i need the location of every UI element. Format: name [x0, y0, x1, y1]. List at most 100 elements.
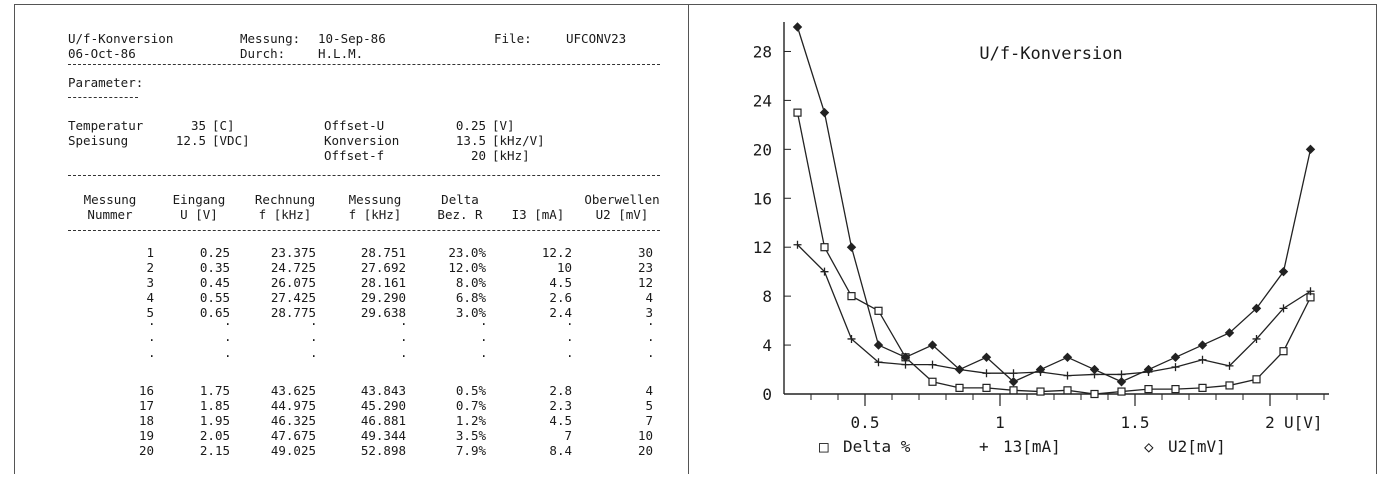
data-point-square — [982, 383, 991, 392]
table-cell: 43.843 — [360, 383, 406, 398]
data-point-square — [928, 377, 937, 386]
table-cell: 7 — [645, 413, 653, 428]
data-point-plus — [1225, 361, 1234, 370]
data-point-diamond — [1062, 352, 1073, 363]
data-point-diamond — [819, 107, 830, 118]
column-header: U [V] — [180, 207, 218, 222]
series-line-0 — [796, 112, 1312, 395]
series-line-2 — [796, 26, 1312, 383]
table-cell: 1.2% — [455, 413, 486, 428]
data-point-diamond — [1224, 328, 1235, 338]
param-unit: [C] — [212, 118, 235, 133]
table-cell: 7.9% — [455, 443, 486, 458]
ellipsis-dot: . — [400, 313, 408, 328]
data-point-square — [1225, 381, 1234, 390]
chart-canvas: 0 4 8 12 16 20 24 28 0.5 1 1.5 2 U[V] U/f-Konversion □… — [753, 22, 1329, 456]
legend-symbol: □ — [819, 437, 829, 456]
y-tick-label: 4 — [762, 336, 772, 355]
report-date: 06-Oct-86 — [68, 46, 136, 61]
separator-line — [68, 175, 660, 176]
table-cell: 7 — [564, 428, 572, 443]
column-header: U2 [mV] — [595, 207, 649, 222]
data-point-square — [874, 306, 883, 315]
param-value: 20 — [470, 148, 486, 163]
data-point-plus — [820, 267, 829, 276]
param-value: 35 — [190, 118, 206, 133]
table-cell: 3 — [146, 275, 154, 290]
legend-symbol: + — [979, 437, 989, 456]
table-cell: 26.075 — [270, 275, 316, 290]
param-unit: [kHz/V] — [492, 133, 545, 148]
column-header: Rechnung — [254, 192, 316, 207]
column-header: Delta — [441, 192, 479, 207]
data-point-diamond — [981, 352, 992, 363]
table-cell: 1.75 — [199, 383, 230, 398]
table-cell: 10 — [637, 428, 653, 443]
column-header: f [kHz] — [348, 207, 402, 222]
ellipsis-dot: . — [224, 313, 232, 328]
y-tick-label: 0 — [762, 385, 772, 404]
table-cell: 49.025 — [270, 443, 316, 458]
data-point-square — [955, 383, 964, 392]
header-underline — [68, 230, 660, 231]
ellipsis-dot: . — [400, 329, 408, 344]
data-point-diamond — [1116, 377, 1127, 387]
ellipsis-dot: . — [400, 345, 408, 360]
data-point-plus — [982, 369, 991, 378]
ellipsis-dot: . — [480, 329, 488, 344]
data-point-square — [1171, 385, 1180, 394]
table-cell: 30 — [637, 245, 653, 260]
ellipsis-dot: . — [224, 329, 232, 344]
ellipsis-dot: . — [480, 313, 488, 328]
page-frame — [14, 4, 1377, 474]
data-point-diamond — [873, 340, 884, 350]
column-header: Nummer — [87, 207, 133, 222]
table-cell: 2.4 — [549, 305, 572, 320]
table-cell: 1.85 — [199, 398, 230, 413]
data-point-square — [1117, 387, 1126, 396]
table-cell: 44.975 — [270, 398, 316, 413]
data-point-square — [1009, 386, 1018, 395]
table-cell: 3.5% — [455, 428, 486, 443]
data-point-plus — [1063, 371, 1072, 380]
table-cell: 0.5% — [455, 383, 486, 398]
ellipsis-dot: . — [148, 313, 156, 328]
table-cell: 19 — [138, 428, 154, 443]
ellipsis-dot: . — [480, 345, 488, 360]
table-cell: 0.45 — [199, 275, 230, 290]
table-cell: 20 — [637, 443, 653, 458]
param-unit: [V] — [492, 118, 515, 133]
data-point-plus — [1279, 304, 1288, 313]
table-cell: 27.425 — [270, 290, 316, 305]
column-header: Eingang — [172, 192, 226, 207]
table-cell: 49.344 — [360, 428, 406, 443]
table-cell: 10 — [556, 260, 572, 275]
data-point-diamond — [1008, 377, 1019, 387]
panel-divider — [688, 4, 689, 474]
table-cell: 24.725 — [270, 260, 316, 275]
data-point-plus — [1009, 369, 1018, 378]
data-point-plus — [1252, 334, 1261, 343]
legend-label: 13[mA] — [1003, 437, 1061, 456]
table-cell: 46.881 — [360, 413, 406, 428]
param-name: Speisung — [68, 133, 129, 148]
data-point-diamond — [927, 340, 938, 350]
y-tick-label: 16 — [753, 189, 772, 208]
data-point-plus — [874, 358, 883, 367]
column-header: Oberwellen — [584, 192, 660, 207]
parameter-heading: Parameter: — [68, 75, 144, 90]
data-point-square — [1144, 385, 1153, 394]
table-cell: 6.8% — [455, 290, 486, 305]
durch-value: H.L.M. — [318, 46, 364, 61]
table-cell: 20 — [138, 443, 154, 458]
table-cell: 2.05 — [199, 428, 230, 443]
table-cell: 0.65 — [199, 305, 230, 320]
messung-date: 10-Sep-86 — [318, 31, 386, 46]
data-point-plus — [1171, 363, 1180, 372]
data-point-diamond — [792, 22, 803, 32]
ellipsis-dot: . — [647, 345, 655, 360]
data-point-plus — [928, 360, 937, 369]
table-cell: 28.775 — [270, 305, 316, 320]
data-point-diamond — [1170, 352, 1181, 363]
table-cell: 23 — [637, 260, 653, 275]
